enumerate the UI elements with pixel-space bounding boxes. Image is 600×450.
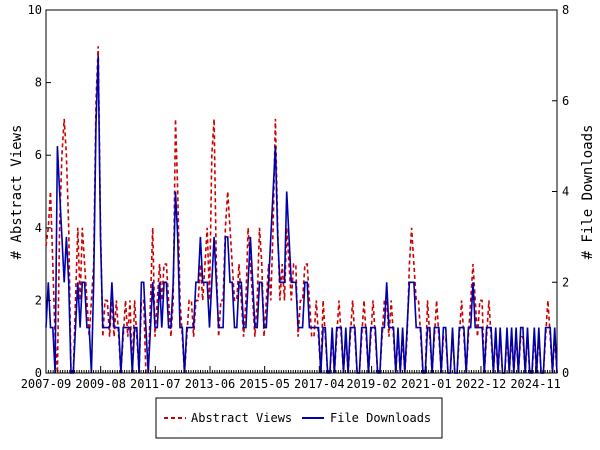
x-tick-label: 2024-11 bbox=[510, 377, 561, 391]
legend-label-abstract-views: Abstract Views bbox=[191, 411, 292, 425]
series-layer bbox=[45, 46, 558, 374]
y-axis-left-title: # Abstract Views bbox=[9, 125, 25, 260]
y-right-tick-label: 6 bbox=[562, 94, 569, 108]
x-tick-label: 2007-09 bbox=[21, 377, 72, 391]
x-tick-label: 2009-08 bbox=[75, 377, 126, 391]
x-tick-label: 2013-06 bbox=[185, 377, 236, 391]
x-tick-label: 2015-05 bbox=[239, 377, 290, 391]
x-tick-label: 2017-04 bbox=[294, 377, 345, 391]
x-tick-label: 2021-01 bbox=[401, 377, 452, 391]
legend-box bbox=[155, 397, 443, 439]
x-tick-label: 2011-07 bbox=[130, 377, 181, 391]
y-left-tick-label: 0 bbox=[35, 366, 42, 380]
y-right-tick-label: 0 bbox=[562, 366, 569, 380]
y-right-tick-label: 4 bbox=[562, 185, 569, 199]
y-left-tick-label: 6 bbox=[35, 148, 42, 162]
series-line-file-downloads bbox=[45, 55, 558, 374]
y-axis-ticks: 0 2 4 6 8 10 0 2 4 6 8 bbox=[28, 3, 570, 380]
y-left-tick-label: 10 bbox=[28, 3, 42, 17]
legend-label-file-downloads: File Downloads bbox=[330, 411, 431, 425]
x-axis-ticks: 2007-09 2009-08 2011-07 2013-06 2015-05 2017-… bbox=[21, 366, 561, 391]
y-axis-right-title: # File Downloads bbox=[580, 125, 596, 260]
x-tick-label: 2019-02 bbox=[346, 377, 397, 391]
y-left-tick-label: 8 bbox=[35, 76, 42, 90]
plot-area bbox=[45, 9, 558, 374]
y-left-tick-label: 4 bbox=[35, 221, 42, 235]
y-right-tick-label: 8 bbox=[562, 3, 569, 17]
y-left-tick-label: 2 bbox=[35, 293, 42, 307]
y-right-tick-label: 2 bbox=[562, 275, 569, 289]
x-tick-label: 2022-12 bbox=[456, 377, 507, 391]
